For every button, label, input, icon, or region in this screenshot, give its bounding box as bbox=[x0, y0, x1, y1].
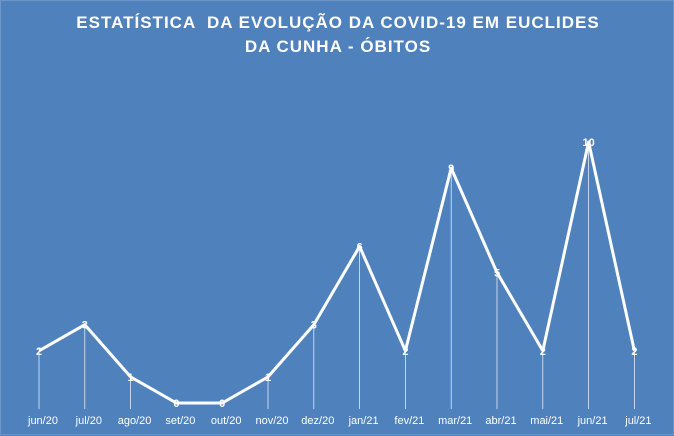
x-tick-mar/21: mar/21 bbox=[438, 415, 472, 427]
x-tick-set/20: set/20 bbox=[165, 415, 195, 427]
data-label-jul/20: 3 bbox=[82, 320, 88, 332]
chart-title-line-2: DA CUNHA - ÓBITOS bbox=[244, 37, 432, 56]
data-label-mai/21: 2 bbox=[540, 346, 546, 358]
x-tick-jul/21: jul/21 bbox=[624, 415, 651, 427]
chart-title: ESTATÍSTICA DA EVOLUÇÃO DA COVID-19 EM E… bbox=[1, 11, 674, 59]
x-tick-out/20: out/20 bbox=[211, 415, 242, 427]
x-tick-jul/20: jul/20 bbox=[75, 415, 102, 427]
x-tick-jun/20: jun/20 bbox=[27, 415, 58, 427]
data-label-ago/20: 1 bbox=[128, 372, 134, 384]
x-tick-abr/21: abr/21 bbox=[485, 415, 516, 427]
x-axis-tick-labels: jun/20 jul/20 ago/20 set/20 out/20 nov/20 dez/… bbox=[27, 415, 652, 427]
data-label-nov/20: 1 bbox=[265, 372, 271, 384]
data-label-jul/21: 2 bbox=[631, 346, 637, 358]
data-label-out/20: 0 bbox=[219, 398, 225, 410]
data-label-jun/21: 10 bbox=[582, 137, 594, 149]
data-label-mar/21: 9 bbox=[448, 163, 454, 175]
data-label-jun/20: 2 bbox=[36, 346, 42, 358]
series-line-obitos bbox=[38, 140, 636, 405]
chart-title-line-1: ESTATÍSTICA DA EVOLUÇÃO DA COVID-19 EM E… bbox=[76, 13, 600, 32]
data-label-abr/21: 5 bbox=[494, 268, 500, 280]
data-label-jan/21: 6 bbox=[357, 241, 363, 253]
data-label-dez/20: 3 bbox=[311, 320, 317, 332]
x-tick-ago/20: ago/20 bbox=[118, 415, 152, 427]
x-tick-dez/20: dez/20 bbox=[301, 415, 334, 427]
x-tick-jan/21: jan/21 bbox=[348, 415, 379, 427]
x-tick-jun/21: jun/21 bbox=[577, 415, 608, 427]
data-label-fev/21: 2 bbox=[402, 346, 408, 358]
drop-lines bbox=[38, 142, 635, 409]
data-label-set/20: 0 bbox=[173, 398, 179, 410]
x-tick-fev/21: fev/21 bbox=[394, 415, 424, 427]
x-tick-mai/21: mai/21 bbox=[530, 415, 563, 427]
x-tick-nov/20: nov/20 bbox=[255, 415, 288, 427]
